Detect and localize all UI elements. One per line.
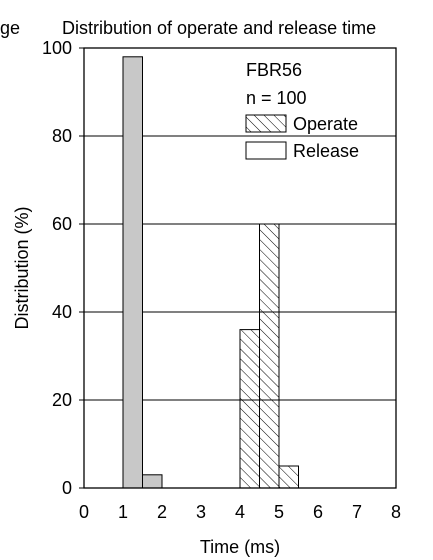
- y-tick-label-80: 80: [52, 126, 72, 146]
- bar-operate-0: [239, 329, 260, 489]
- x-tick-label-5: 5: [274, 502, 284, 522]
- x-tick-label-7: 7: [352, 502, 362, 522]
- y-tick-label-20: 20: [52, 390, 72, 410]
- x-tick-label-2: 2: [157, 502, 167, 522]
- plot-frame: [83, 47, 397, 489]
- x-ticks: 0 1 2 3 4 5 6 7 8: [79, 502, 401, 522]
- y-tick-label-40: 40: [52, 302, 72, 322]
- x-tick-label-4: 4: [235, 502, 245, 522]
- header-left-fragment: ge: [0, 18, 20, 38]
- y-axis-label: Distribution (%): [12, 206, 32, 329]
- x-tick-label-0: 0: [79, 502, 89, 522]
- y-ticks: 0 20 40 60 80 100: [42, 38, 84, 498]
- bar-operate-1: [259, 223, 280, 489]
- y-tick-label-0: 0: [62, 478, 72, 498]
- x-tick-label-8: 8: [391, 502, 401, 522]
- x-axis-label: Time (ms): [200, 537, 280, 557]
- legend-swatch-release: [245, 141, 287, 160]
- chart-title: Distribution of operate and release time: [62, 18, 376, 38]
- y-tick-label-100: 100: [42, 38, 72, 58]
- x-tick-label-6: 6: [313, 502, 323, 522]
- legend-label-release: Release: [293, 141, 359, 161]
- bar-release-0: [122, 56, 143, 489]
- annotation-sample-size: n = 100: [246, 88, 307, 108]
- bars: [122, 56, 299, 489]
- x-tick-label-3: 3: [196, 502, 206, 522]
- legend-label-operate: Operate: [293, 114, 358, 134]
- legend-swatch-operate: [245, 114, 287, 133]
- bar-operate-2: [278, 465, 299, 489]
- annotation-model: FBR56: [246, 60, 302, 80]
- bar-release-1: [142, 474, 163, 489]
- legend: FBR56 n = 100 Operate Release: [245, 60, 359, 161]
- y-tick-label-60: 60: [52, 214, 72, 234]
- x-tick-label-1: 1: [118, 502, 128, 522]
